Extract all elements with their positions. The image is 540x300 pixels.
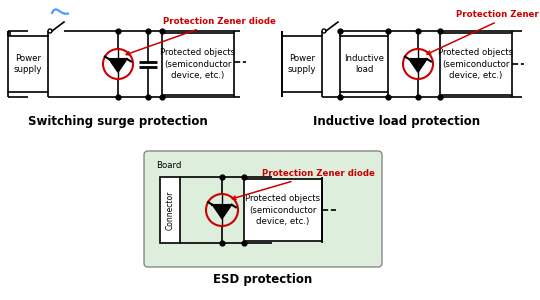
Text: Connector: Connector [165,190,174,230]
Polygon shape [212,205,232,219]
Text: Power
supply: Power supply [288,54,316,74]
Text: ESD protection: ESD protection [213,273,313,286]
Text: Inductive
load: Inductive load [344,54,384,74]
Text: Switching surge protection: Switching surge protection [28,115,208,128]
Text: Protection Zener diode: Protection Zener diode [232,169,375,200]
Bar [440,33,512,95]
Bar [340,36,388,92]
Text: Board: Board [156,161,181,170]
Bar [162,33,234,95]
Text: Protected objects
(semiconductor
device, etc.): Protected objects (semiconductor device,… [438,48,514,80]
Polygon shape [409,59,427,72]
Bar [8,36,48,92]
Polygon shape [109,59,127,72]
Circle shape [322,29,326,33]
Bar [282,36,322,92]
Text: Protected objects
(semiconductor
device, etc.): Protected objects (semiconductor device,… [246,194,321,226]
Text: Inductive load protection: Inductive load protection [313,115,481,128]
Text: Protection Zener diode: Protection Zener diode [427,10,540,54]
Text: Protected objects
(semiconductor
device, etc.): Protected objects (semiconductor device,… [160,48,235,80]
Bar [244,179,322,241]
Text: Protection Zener diode: Protection Zener diode [126,17,276,55]
Bar [160,177,180,243]
Text: Power
supply: Power supply [14,54,42,74]
Circle shape [48,29,52,33]
FancyBboxPatch shape [144,151,382,267]
